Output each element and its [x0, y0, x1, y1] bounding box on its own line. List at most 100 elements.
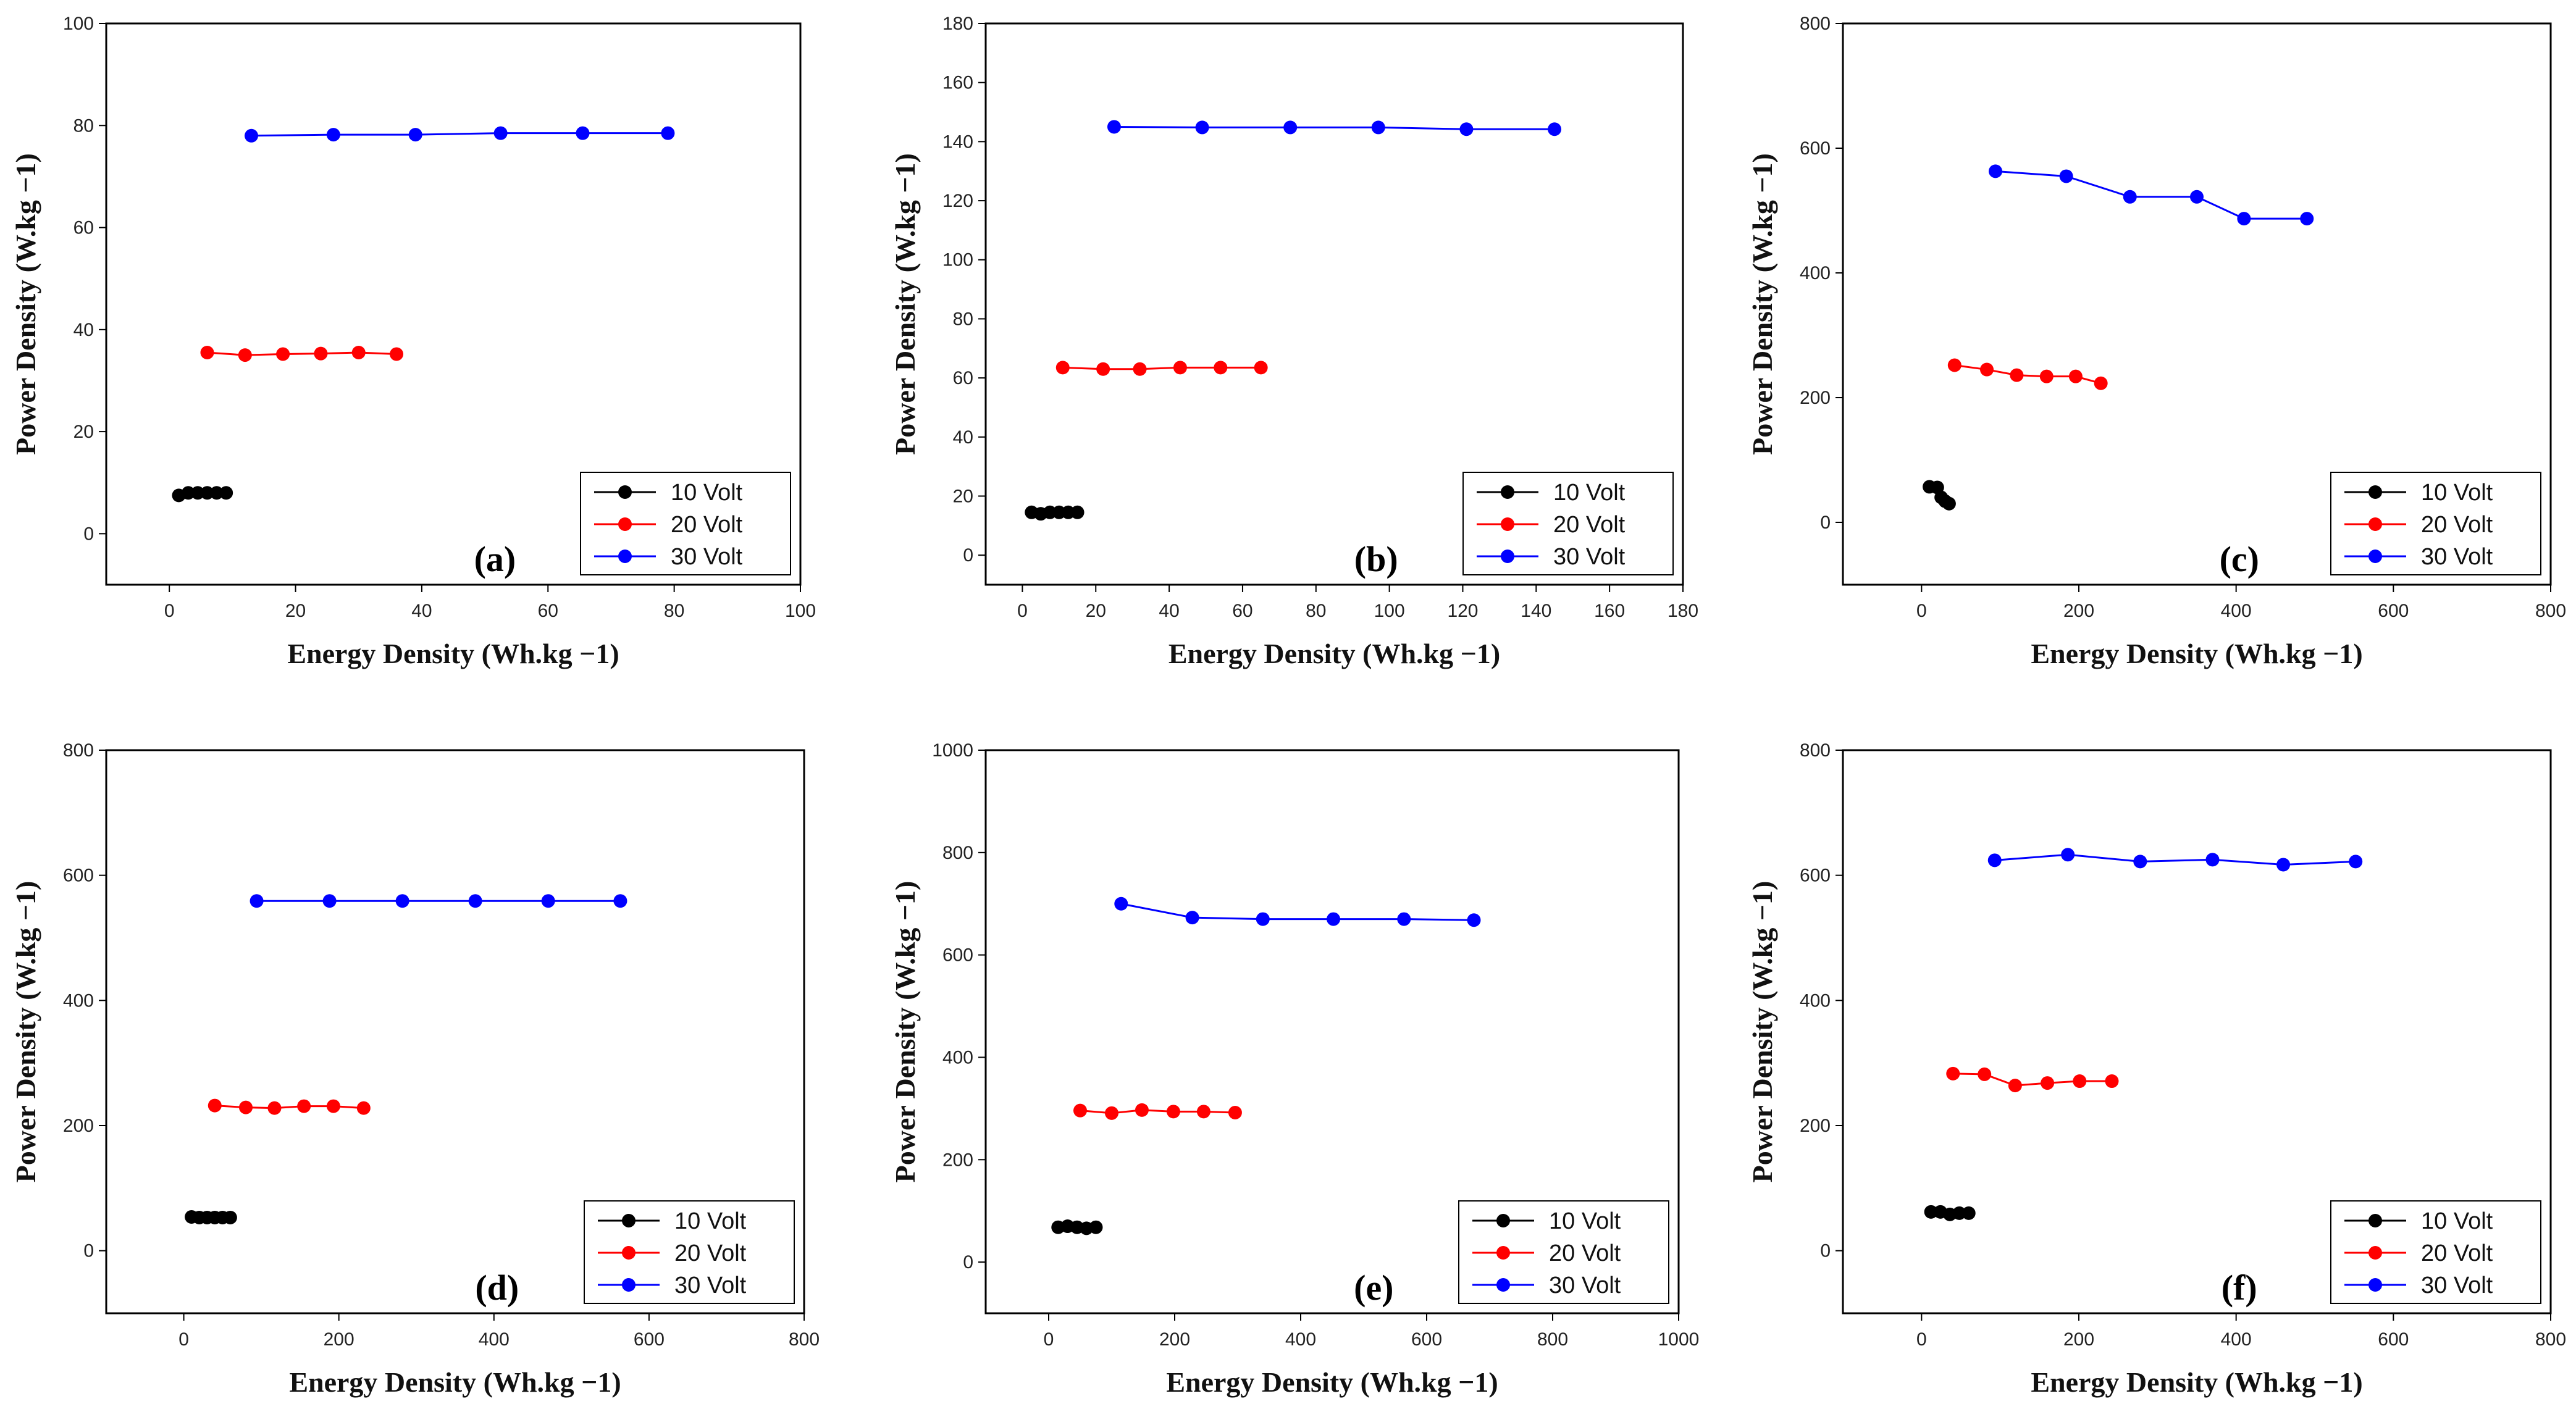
- plot-frame: [105, 22, 802, 586]
- y-tick-label: 600: [1800, 866, 1831, 886]
- y-tick-label: 80: [953, 309, 973, 329]
- y-axis-title: Power Density (W.kg −1): [10, 881, 41, 1183]
- x-axis-title: Energy Density (Wh.kg −1): [287, 638, 619, 669]
- y-tick-label: 200: [63, 1116, 94, 1136]
- legend-entry: 20 Volt: [2421, 512, 2493, 538]
- series-10-volt: [1924, 1205, 1976, 1221]
- y-tick-label: 80: [73, 115, 94, 136]
- series-10-volt: [1025, 505, 1085, 521]
- legend-entry: 30 Volt: [1549, 1273, 1621, 1298]
- y-tick-label: 140: [942, 132, 973, 152]
- plot-frame: [1842, 22, 2552, 586]
- data-point: [1952, 1206, 1966, 1220]
- series-20-volt: [200, 346, 404, 362]
- data-point: [1459, 122, 1474, 136]
- legend-entry: 10 Volt: [2421, 480, 2493, 506]
- data-point: [1173, 361, 1187, 375]
- panel-label: (b): [1354, 539, 1398, 579]
- x-tick-label: 0: [1916, 601, 1927, 621]
- series-20-volt: [208, 1098, 371, 1115]
- legend-entry: 30 Volt: [2421, 1273, 2493, 1298]
- series-20-volt: [1947, 358, 2108, 390]
- y-tick-label: 0: [963, 1252, 973, 1273]
- x-tick-label: 600: [2378, 1329, 2409, 1350]
- data-point: [250, 894, 264, 908]
- x-tick-label: 0: [178, 1329, 189, 1350]
- x-tick-label: 600: [2378, 601, 2409, 621]
- plot-frame: [105, 749, 805, 1315]
- chart-panel-e: 0 200 400 600 800 1000 0 200 400 600 800 1000 Energy…: [889, 740, 1699, 1398]
- data-point: [1135, 1103, 1149, 1117]
- data-point: [1924, 1205, 1938, 1219]
- data-point: [1978, 1067, 1992, 1081]
- data-point: [2205, 853, 2220, 867]
- y-tick-label: 400: [942, 1047, 973, 1068]
- y-tick-label: 100: [63, 14, 94, 34]
- legend-marker: [622, 1278, 636, 1292]
- x-axis-title: Energy Density (Wh.kg −1): [289, 1366, 621, 1398]
- data-point: [181, 486, 195, 500]
- x-axis-title: Energy Density (Wh.kg −1): [2031, 1366, 2362, 1398]
- data-point: [2105, 1074, 2119, 1089]
- y-tick-label: 160: [942, 73, 973, 93]
- y-tick-label: 60: [73, 218, 94, 238]
- data-point: [613, 894, 627, 908]
- data-point: [1254, 361, 1268, 375]
- x-tick-label: 180: [1668, 601, 1698, 621]
- data-point: [1283, 120, 1298, 135]
- series-line: [1953, 1072, 2112, 1087]
- y-tick-label: 600: [1800, 138, 1831, 159]
- x-tick-label: 0: [1044, 1329, 1054, 1350]
- series-10-volt: [172, 486, 233, 503]
- data-point: [2123, 190, 2137, 204]
- panel-label: (a): [474, 539, 516, 579]
- data-point: [541, 894, 555, 908]
- legend-entry: 10 Volt: [2421, 1208, 2493, 1234]
- x-tick-label: 100: [785, 601, 816, 621]
- x-tick-label: 800: [2535, 1329, 2566, 1350]
- data-point: [2073, 1074, 2087, 1089]
- legend-marker: [1496, 1214, 1510, 1227]
- x-tick-label: 60: [538, 601, 558, 621]
- data-point: [395, 894, 409, 908]
- legend-marker: [2368, 485, 2382, 499]
- legend-entry: 20 Volt: [1553, 512, 1626, 538]
- chart-panel-c: 0 200 400 600 800 0 200 400 600 800 Energy Density…: [1747, 14, 2566, 669]
- x-tick-label: 800: [1537, 1329, 1568, 1350]
- data-point: [276, 347, 290, 361]
- data-point: [1114, 897, 1128, 911]
- data-point: [1371, 120, 1385, 135]
- y-tick-label: 400: [1800, 263, 1831, 283]
- y-axis-title: Power Density (W.kg −1): [1747, 153, 1778, 455]
- data-point: [1107, 120, 1121, 134]
- x-tick-label: 140: [1521, 601, 1551, 621]
- data-point: [2041, 1076, 2055, 1090]
- legend-marker: [622, 1246, 636, 1260]
- data-point: [239, 1100, 253, 1114]
- data-point: [326, 128, 340, 142]
- legend-entry: 20 Volt: [674, 1240, 747, 1266]
- x-axis-title: Energy Density (Wh.kg −1): [2031, 638, 2362, 669]
- legend-marker: [2368, 1278, 2382, 1292]
- legend-marker: [2368, 550, 2382, 563]
- legend-entry: 20 Volt: [2421, 1240, 2493, 1266]
- legend: 10 Volt 20 Volt 30 Volt: [580, 472, 791, 575]
- series-30-volt: [250, 894, 627, 908]
- legend-marker: [1501, 550, 1514, 563]
- data-point: [245, 128, 259, 143]
- x-tick-label: 0: [1017, 601, 1028, 621]
- panel-label: (d): [475, 1268, 519, 1308]
- legend: 10 Volt 20 Volt 30 Volt: [584, 1200, 795, 1304]
- data-point: [1980, 362, 1994, 377]
- plot-frame: [1842, 749, 2552, 1315]
- x-tick-label: 160: [1594, 601, 1625, 621]
- y-tick-label: 100: [942, 250, 973, 270]
- x-tick-label: 800: [2535, 601, 2566, 621]
- data-point: [1961, 1206, 1976, 1220]
- y-tick-label: 40: [953, 427, 973, 448]
- legend-entry: 10 Volt: [1553, 480, 1626, 506]
- data-point: [297, 1099, 311, 1113]
- series-line: [1080, 1109, 1235, 1114]
- legend-marker: [618, 485, 632, 499]
